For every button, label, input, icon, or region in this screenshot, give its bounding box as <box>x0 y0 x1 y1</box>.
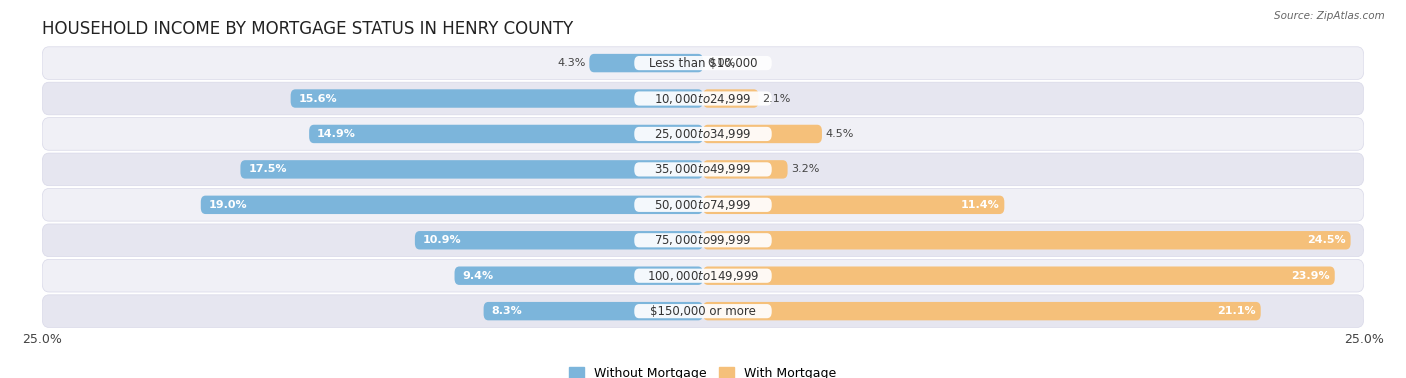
Text: $25,000 to $34,999: $25,000 to $34,999 <box>654 127 752 141</box>
FancyBboxPatch shape <box>703 125 823 143</box>
FancyBboxPatch shape <box>634 127 772 141</box>
Text: 4.3%: 4.3% <box>557 58 585 68</box>
Text: 17.5%: 17.5% <box>249 164 287 174</box>
FancyBboxPatch shape <box>42 118 1364 150</box>
FancyBboxPatch shape <box>42 153 1364 186</box>
Text: 2.1%: 2.1% <box>762 93 790 104</box>
FancyBboxPatch shape <box>634 233 772 247</box>
Text: 15.6%: 15.6% <box>298 93 337 104</box>
FancyBboxPatch shape <box>42 224 1364 257</box>
Text: 8.3%: 8.3% <box>492 306 522 316</box>
Text: 14.9%: 14.9% <box>318 129 356 139</box>
Text: 24.5%: 24.5% <box>1306 235 1346 245</box>
Text: $50,000 to $74,999: $50,000 to $74,999 <box>654 198 752 212</box>
FancyBboxPatch shape <box>291 89 703 108</box>
FancyBboxPatch shape <box>703 266 1334 285</box>
Text: 21.1%: 21.1% <box>1216 306 1256 316</box>
Text: $100,000 to $149,999: $100,000 to $149,999 <box>647 269 759 283</box>
FancyBboxPatch shape <box>703 231 1351 249</box>
FancyBboxPatch shape <box>703 196 1004 214</box>
FancyBboxPatch shape <box>42 295 1364 327</box>
Text: 9.4%: 9.4% <box>463 271 494 281</box>
Text: $35,000 to $49,999: $35,000 to $49,999 <box>654 163 752 177</box>
Text: 4.5%: 4.5% <box>825 129 855 139</box>
FancyBboxPatch shape <box>703 302 1261 321</box>
FancyBboxPatch shape <box>634 269 772 283</box>
Text: $75,000 to $99,999: $75,000 to $99,999 <box>654 233 752 247</box>
Text: 23.9%: 23.9% <box>1291 271 1330 281</box>
FancyBboxPatch shape <box>240 160 703 179</box>
Text: 0.0%: 0.0% <box>707 58 735 68</box>
FancyBboxPatch shape <box>309 125 703 143</box>
FancyBboxPatch shape <box>42 259 1364 292</box>
Text: 19.0%: 19.0% <box>208 200 247 210</box>
FancyBboxPatch shape <box>589 54 703 72</box>
FancyBboxPatch shape <box>634 198 772 212</box>
Text: Source: ZipAtlas.com: Source: ZipAtlas.com <box>1274 11 1385 21</box>
Text: Less than $10,000: Less than $10,000 <box>648 57 758 70</box>
Text: $150,000 or more: $150,000 or more <box>650 305 756 318</box>
Legend: Without Mortgage, With Mortgage: Without Mortgage, With Mortgage <box>564 362 842 378</box>
FancyBboxPatch shape <box>454 266 703 285</box>
Text: 3.2%: 3.2% <box>792 164 820 174</box>
Text: $10,000 to $24,999: $10,000 to $24,999 <box>654 91 752 105</box>
Text: HOUSEHOLD INCOME BY MORTGAGE STATUS IN HENRY COUNTY: HOUSEHOLD INCOME BY MORTGAGE STATUS IN H… <box>42 20 574 38</box>
FancyBboxPatch shape <box>484 302 703 321</box>
FancyBboxPatch shape <box>42 47 1364 79</box>
FancyBboxPatch shape <box>42 189 1364 221</box>
Text: 11.4%: 11.4% <box>960 200 1000 210</box>
FancyBboxPatch shape <box>201 196 703 214</box>
Text: 10.9%: 10.9% <box>423 235 461 245</box>
FancyBboxPatch shape <box>42 82 1364 115</box>
FancyBboxPatch shape <box>634 304 772 318</box>
FancyBboxPatch shape <box>415 231 703 249</box>
FancyBboxPatch shape <box>703 89 758 108</box>
FancyBboxPatch shape <box>634 56 772 70</box>
FancyBboxPatch shape <box>634 162 772 177</box>
FancyBboxPatch shape <box>634 91 772 105</box>
FancyBboxPatch shape <box>703 160 787 179</box>
